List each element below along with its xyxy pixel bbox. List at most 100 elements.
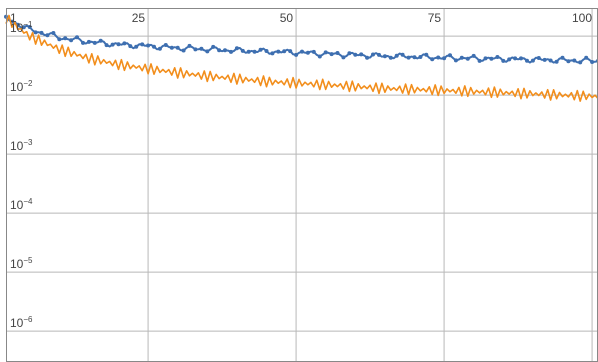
y-tick-label: 10−4 (10, 197, 33, 212)
y-tick-exponent: −5 (23, 256, 33, 265)
data-point (477, 58, 482, 63)
data-point (341, 55, 346, 60)
data-point (199, 46, 204, 51)
data-point (33, 30, 38, 35)
data-point (323, 50, 328, 55)
data-point (211, 44, 216, 49)
data-point (572, 58, 577, 63)
data-point (548, 58, 553, 63)
data-point (163, 43, 168, 47)
x-tick-label: 25 (132, 11, 146, 25)
data-point (157, 46, 162, 51)
data-point (169, 45, 174, 50)
data-point (288, 49, 293, 54)
data-point (21, 25, 26, 30)
x-tick-label: 1 (10, 11, 17, 25)
data-point (311, 49, 316, 54)
y-tick-exponent: −6 (23, 315, 33, 324)
data-point (578, 60, 583, 65)
data-point (300, 49, 304, 54)
data-point (525, 58, 529, 63)
data-point (81, 40, 85, 45)
data-point (305, 50, 310, 55)
data-point (519, 56, 523, 61)
data-point (382, 54, 387, 59)
y-tick-base: 10 (10, 139, 24, 153)
data-point (234, 46, 239, 51)
data-point (229, 49, 233, 54)
y-tick-base: 10 (10, 21, 24, 35)
data-point (377, 52, 381, 57)
y-tick-label: 10−3 (10, 138, 33, 153)
data-point (92, 40, 97, 45)
data-point (388, 55, 393, 60)
y-tick-label: 10−2 (10, 79, 33, 94)
data-point (371, 52, 375, 57)
x-tick-label: 100 (572, 11, 592, 25)
data-point (45, 33, 50, 38)
series-line (5, 14, 598, 102)
series-2 (5, 14, 598, 102)
data-point (246, 49, 251, 54)
data-point (27, 25, 32, 29)
data-point (223, 48, 227, 53)
data-point (258, 47, 263, 52)
y-tick-exponent: −1 (23, 20, 33, 29)
y-tick-label: 10−5 (10, 256, 33, 271)
y-tick-label: 10−6 (10, 315, 33, 330)
y-tick-exponent: −3 (23, 138, 33, 147)
data-point (495, 55, 500, 59)
data-point (63, 36, 68, 41)
data-point (276, 49, 281, 54)
data-point (317, 54, 322, 59)
data-point (152, 44, 156, 49)
data-point (347, 51, 352, 56)
data-point (394, 53, 399, 58)
series-layer (4, 14, 598, 102)
data-point (39, 30, 44, 35)
data-point (424, 52, 429, 57)
y-tick-exponent: −4 (23, 197, 33, 206)
data-point (554, 59, 559, 64)
data-point (513, 56, 518, 61)
data-point (51, 31, 56, 35)
data-point (566, 59, 571, 64)
data-point (128, 44, 133, 49)
data-point (536, 56, 541, 60)
data-point (181, 48, 186, 53)
series-line (5, 16, 598, 64)
data-point (430, 57, 435, 62)
data-point (448, 53, 452, 58)
data-point (69, 38, 74, 43)
data-point (365, 55, 370, 60)
data-point (116, 42, 121, 47)
data-point (507, 57, 512, 62)
data-point (400, 52, 405, 57)
data-point (86, 39, 91, 44)
data-point (459, 55, 464, 60)
x-tick-label: 75 (428, 11, 442, 25)
data-point (329, 52, 334, 57)
y-tick-base: 10 (10, 80, 24, 94)
data-point (282, 49, 287, 54)
data-point (590, 60, 595, 64)
data-point (471, 53, 476, 58)
data-point (418, 55, 423, 59)
data-point (217, 48, 222, 53)
data-point (110, 42, 115, 47)
data-point (140, 42, 145, 47)
y-tick-base: 10 (10, 257, 24, 271)
data-point (270, 51, 275, 56)
data-point (75, 35, 79, 40)
data-point (501, 58, 506, 63)
data-point (412, 55, 417, 60)
grid-lines (6, 8, 598, 362)
data-point (98, 38, 103, 43)
data-point (104, 43, 109, 48)
data-point (146, 43, 151, 48)
data-point (57, 37, 62, 42)
data-point (483, 56, 488, 61)
data-point (542, 57, 547, 62)
